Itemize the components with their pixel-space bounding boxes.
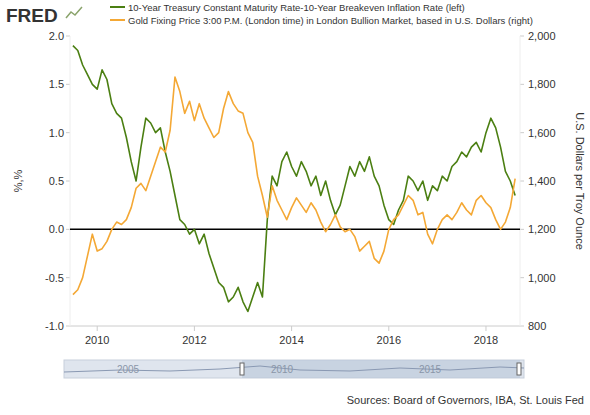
x-tick: [388, 326, 389, 331]
y2-tick-label: 1,800: [528, 78, 556, 90]
y-tick: [66, 277, 70, 278]
navigator: [64, 360, 524, 378]
y-tick: [66, 181, 70, 182]
x-tick-label: 2014: [279, 334, 303, 346]
navigator-handle: [240, 363, 244, 375]
navigator-label: 2010: [271, 364, 294, 375]
x-axis-line: [70, 326, 520, 327]
y-tick-label: -1.0: [45, 320, 64, 332]
y2-axis-line: [520, 36, 521, 326]
navigator-label: 2015: [419, 364, 442, 375]
legend-swatch: [110, 6, 125, 8]
x-tick-label: 2016: [377, 334, 401, 346]
x-tick: [194, 326, 195, 331]
legend-swatch: [110, 19, 125, 21]
legend-entry: Gold Fixing Price 3:00 P.M. (London time…: [128, 15, 533, 26]
y-tick-label: 0.5: [49, 175, 64, 187]
legend-entry: 10-Year Treasury Constant Maturity Rate-…: [128, 2, 465, 13]
x-tick-label: 2010: [85, 334, 109, 346]
y2-tick-label: 1,400: [528, 175, 556, 187]
y2-tick: [520, 84, 524, 85]
y2-tick: [520, 326, 524, 327]
y-tick-label: 1.5: [49, 78, 64, 90]
zero-line: [70, 229, 520, 231]
y2-tick: [520, 229, 524, 230]
x-tick: [485, 326, 486, 331]
y-tick: [66, 326, 70, 327]
y-tick-label: 0.0: [49, 223, 64, 235]
y-tick: [66, 229, 70, 230]
y-axis-line: [70, 36, 71, 326]
y2-tick-label: 1,200: [528, 223, 556, 235]
y-tick: [66, 84, 70, 85]
y2-tick: [520, 36, 524, 37]
y2-tick: [520, 277, 524, 278]
logo: FRED: [6, 5, 58, 26]
y2-tick-label: 1,600: [528, 127, 556, 139]
y2-tick: [520, 181, 524, 182]
x-tick: [97, 326, 98, 331]
x-tick-label: 2018: [474, 334, 498, 346]
y2-tick-label: 2,000: [528, 30, 556, 42]
y-tick: [66, 36, 70, 37]
navigator-label: 2005: [117, 364, 140, 375]
y-axis-title: %,%: [12, 169, 24, 192]
x-tick: [291, 326, 292, 331]
plot-area: [70, 36, 520, 326]
y-tick-label: 2.0: [49, 30, 64, 42]
y2-tick-label: 1,000: [528, 272, 556, 284]
y2-tick: [520, 132, 524, 133]
y-tick-label: -0.5: [45, 272, 64, 284]
y2-tick-label: 800: [528, 320, 546, 332]
y-tick-label: 1.0: [49, 127, 64, 139]
series-line: [73, 46, 515, 312]
series-group: [70, 46, 520, 312]
x-tick-label: 2012: [182, 334, 206, 346]
source: Sources: Board of Governors, IBA, St. Lo…: [347, 394, 584, 406]
logo-icon: [66, 7, 82, 18]
series-line: [73, 77, 515, 294]
chart: FRED 10-Year Treasury Constant Maturity R…: [0, 0, 590, 415]
y-tick: [66, 132, 70, 133]
y2-axis-title: U.S. Dollars per Troy Ounce: [574, 112, 586, 250]
navigator-handle: [517, 363, 521, 375]
